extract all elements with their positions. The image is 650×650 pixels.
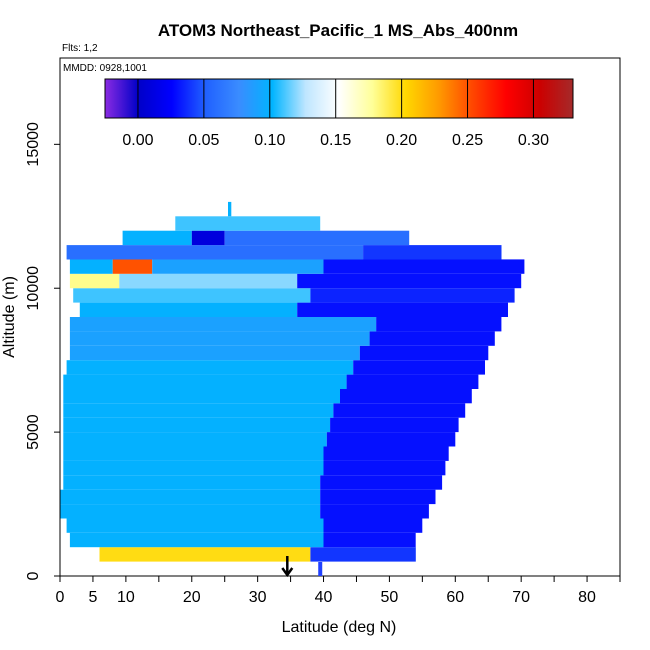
x-tick-label: 70: [512, 589, 530, 606]
colorbar: 0.00 0.05 0.10 0.15 0.20 0.25 0.30: [104, 78, 574, 149]
heatmap-cell: [66, 245, 364, 260]
heatmap-cell: [323, 446, 449, 461]
x-tick-label: 50: [381, 589, 399, 606]
chart-title: ATOM3 Northeast_Pacific_1 MS_Abs_400nm: [158, 21, 518, 40]
colorbar-gradient: [104, 78, 574, 119]
x-tick-label: 20: [183, 589, 201, 606]
heatmap-cell: [69, 532, 324, 548]
heatmap-cell: [63, 475, 321, 490]
heatmap-cell: [323, 532, 416, 548]
x-tick-label: 10: [117, 589, 135, 606]
heatmap-cell: [79, 302, 298, 317]
heatmap-cell: [323, 259, 525, 274]
heatmap-cell: [310, 547, 416, 562]
heatmap-cell: [63, 388, 341, 404]
heatmap-cell: [346, 374, 479, 389]
heatmap-cell: [359, 345, 489, 361]
heatmap-cell: [63, 460, 324, 476]
heatmap-cell: [99, 547, 311, 562]
flights-label: Flts: 1,2: [62, 43, 98, 54]
heatmap-cell: [69, 317, 377, 332]
heatmap-cell: [119, 273, 298, 289]
x-tick-label: 0: [56, 589, 65, 606]
x-tick-label: 30: [249, 589, 267, 606]
colorbar-tick-label: 0.05: [188, 132, 219, 149]
heatmap-cell: [330, 417, 459, 433]
heatmap-cell: [310, 288, 515, 303]
y-axis: 0 5000 10000 15000: [25, 122, 60, 580]
dates-label: MMDD: 0928,1001: [63, 63, 147, 74]
heatmap-cell: [326, 432, 456, 447]
heatmap-cell: [363, 245, 502, 260]
heatmap-cells: [60, 201, 525, 562]
colorbar-tick-label: 0.15: [320, 132, 351, 149]
y-tick-label: 5000: [25, 414, 42, 450]
x-tick-label: 60: [446, 589, 464, 606]
heatmap-cell: [191, 230, 225, 246]
colorbar-tick-label: 0.20: [386, 132, 417, 149]
heatmap-cell: [376, 317, 502, 332]
heatmap-cell: [66, 360, 354, 375]
plot-frame: [59, 57, 621, 577]
heatmap-cell: [175, 216, 321, 231]
heatmap-cell: [297, 302, 508, 317]
latitude-marker-arrow: [281, 556, 323, 578]
y-tick-label: 10000: [25, 266, 42, 311]
heatmap-cell: [323, 518, 423, 533]
marker-head: [281, 567, 294, 578]
heatmap-cell: [63, 403, 334, 418]
heatmap-cell: [152, 259, 324, 274]
heatmap-cell: [60, 504, 321, 519]
colorbar-tick-label: 0.00: [122, 132, 153, 149]
heatmap-cell: [369, 331, 495, 346]
heatmap-cell: [320, 489, 436, 505]
heatmap-cell: [320, 475, 443, 490]
colorbar-tick-label: 0.25: [452, 132, 483, 149]
heatmap-cell: [66, 518, 324, 533]
heatmap-cell: [69, 331, 370, 346]
x-axis-label: Latitude (deg N): [282, 619, 397, 636]
heatmap-cell: [122, 230, 192, 246]
x-tick-label: 80: [578, 589, 596, 606]
heatmap-cell: [60, 489, 321, 505]
heatmap-cell: [69, 345, 360, 361]
x-tick-label: 5: [88, 589, 97, 606]
heatmap-cell: [353, 360, 485, 375]
heatmap-cell: [224, 230, 410, 246]
colorbar-tick-label: 0.30: [518, 132, 549, 149]
heatmap-cell: [323, 460, 446, 476]
heatmap-cell: [73, 288, 311, 303]
heatmap-cell: [320, 504, 429, 519]
heatmap-cell: [340, 388, 472, 404]
heatmap-cell: [112, 259, 153, 274]
y-tick-label: 0: [25, 571, 42, 580]
x-axis: 0 5 10 20 30 40 50 60 70 80: [56, 576, 621, 606]
y-tick-label: 15000: [25, 122, 42, 167]
heatmap-cell: [333, 403, 466, 418]
heatmap-cell: [63, 374, 347, 389]
heatmap-cell: [63, 432, 327, 447]
heatmap-cell: [63, 446, 324, 461]
ground-marker: [318, 562, 323, 576]
heatmap-cell: [228, 201, 232, 217]
y-axis-label: Altitude (m): [1, 276, 18, 358]
heatmap-cell: [63, 417, 331, 433]
x-tick-label: 40: [315, 589, 333, 606]
colorbar-tick-label: 0.10: [254, 132, 285, 149]
heatmap-cell: [297, 273, 522, 289]
heatmap-cell: [69, 259, 113, 274]
heatmap-cell: [69, 273, 120, 289]
